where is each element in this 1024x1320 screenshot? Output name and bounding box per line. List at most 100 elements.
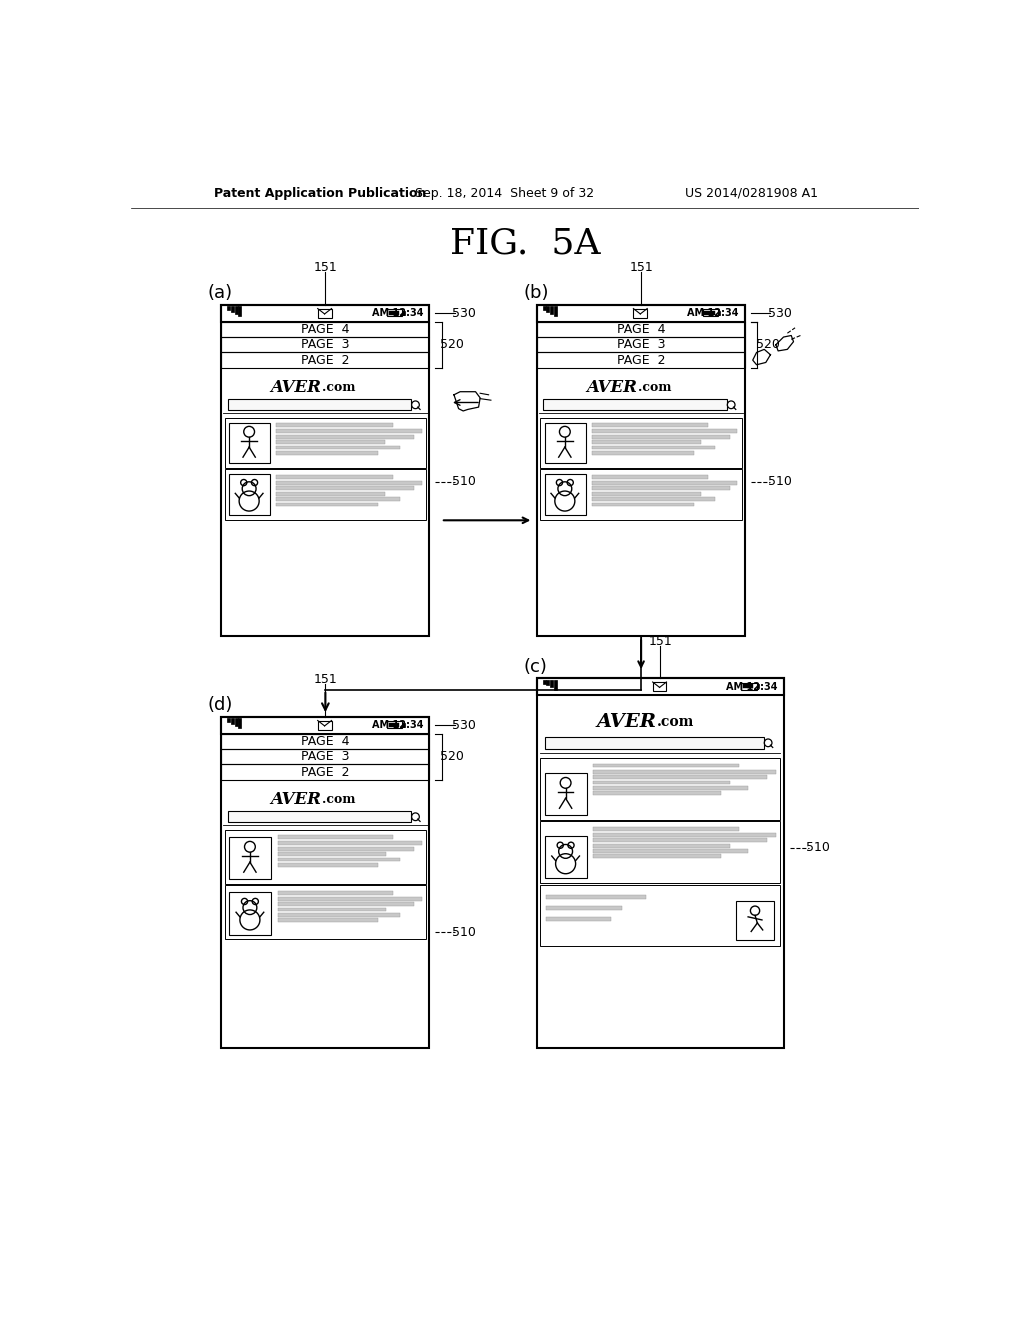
Bar xyxy=(593,849,749,853)
Bar xyxy=(276,451,378,455)
Bar xyxy=(221,352,429,368)
Bar xyxy=(592,446,716,449)
Bar xyxy=(276,503,378,507)
Bar xyxy=(547,895,646,899)
Bar xyxy=(742,684,754,688)
Bar xyxy=(545,737,764,748)
Bar xyxy=(221,322,429,337)
Text: 151: 151 xyxy=(313,673,337,686)
Text: 510: 510 xyxy=(806,841,830,854)
Bar xyxy=(278,896,422,900)
Bar xyxy=(547,906,623,909)
Bar xyxy=(229,837,271,879)
Text: PAGE  4: PAGE 4 xyxy=(301,323,349,335)
Bar xyxy=(278,903,415,906)
Bar xyxy=(538,305,745,636)
Bar xyxy=(239,718,242,729)
Bar xyxy=(547,306,550,312)
Bar xyxy=(229,474,270,515)
Bar xyxy=(592,429,737,433)
Text: AVER: AVER xyxy=(270,791,322,808)
Text: 510: 510 xyxy=(452,925,476,939)
Text: (d): (d) xyxy=(208,696,232,714)
Bar xyxy=(227,812,411,822)
Bar xyxy=(593,838,767,842)
Bar xyxy=(538,305,745,322)
Bar xyxy=(538,337,745,352)
Text: PAGE  2: PAGE 2 xyxy=(616,354,666,367)
Bar xyxy=(593,775,767,779)
Bar xyxy=(544,400,727,411)
Bar xyxy=(402,312,404,314)
Bar xyxy=(230,306,233,312)
Text: 510: 510 xyxy=(452,475,476,488)
Text: 151: 151 xyxy=(313,261,337,275)
Text: (c): (c) xyxy=(523,657,547,676)
Text: 530: 530 xyxy=(452,718,476,731)
Text: AM 12:34: AM 12:34 xyxy=(726,681,777,692)
Bar xyxy=(276,441,385,444)
Bar xyxy=(224,830,426,884)
Bar xyxy=(705,312,715,314)
Bar xyxy=(541,821,780,883)
Bar xyxy=(593,826,739,830)
Text: FIG.  5A: FIG. 5A xyxy=(450,226,600,260)
Bar xyxy=(592,441,701,444)
Bar xyxy=(541,884,780,946)
Bar xyxy=(234,306,238,314)
Bar xyxy=(757,684,759,688)
Bar xyxy=(317,309,332,318)
Bar xyxy=(276,434,415,438)
Bar xyxy=(387,309,402,317)
Bar xyxy=(276,429,422,433)
Bar xyxy=(592,451,693,455)
Bar xyxy=(278,841,422,845)
Bar xyxy=(239,306,242,317)
Bar xyxy=(538,352,745,368)
Bar xyxy=(545,474,586,515)
Text: (b): (b) xyxy=(523,284,549,302)
Text: .com: .com xyxy=(323,380,355,393)
Bar xyxy=(545,836,587,878)
Bar xyxy=(278,858,400,862)
Bar xyxy=(593,843,730,847)
Bar xyxy=(634,309,647,318)
Bar xyxy=(593,833,776,837)
Text: PAGE  4: PAGE 4 xyxy=(301,735,349,748)
Bar xyxy=(278,863,379,867)
Bar xyxy=(221,305,429,322)
Bar xyxy=(221,305,429,636)
Text: AM 12:34: AM 12:34 xyxy=(372,721,423,730)
Bar xyxy=(224,886,426,940)
Bar xyxy=(278,847,415,850)
Text: .com: .com xyxy=(323,792,355,805)
Bar xyxy=(550,680,553,688)
Text: 510: 510 xyxy=(768,475,792,488)
Bar xyxy=(550,306,553,314)
Bar xyxy=(593,854,721,858)
Bar xyxy=(541,418,742,469)
Bar xyxy=(554,306,557,317)
Bar xyxy=(718,312,720,314)
Bar xyxy=(276,498,399,502)
Text: 530: 530 xyxy=(768,306,792,319)
Text: 520: 520 xyxy=(440,338,464,351)
Bar xyxy=(592,492,701,496)
Text: 520: 520 xyxy=(756,338,780,351)
Text: AM 12:34: AM 12:34 xyxy=(372,308,423,318)
Bar xyxy=(278,853,386,857)
Bar xyxy=(538,678,783,696)
Bar xyxy=(221,717,429,1048)
Bar xyxy=(545,774,587,816)
Bar xyxy=(593,770,776,774)
Bar xyxy=(276,475,392,479)
Bar xyxy=(221,717,429,734)
Text: PAGE  2: PAGE 2 xyxy=(301,354,349,367)
Bar xyxy=(221,748,429,764)
Bar xyxy=(278,908,386,911)
Bar xyxy=(736,902,774,940)
Bar xyxy=(317,721,332,730)
Bar xyxy=(543,306,546,310)
Bar xyxy=(276,424,392,428)
Bar xyxy=(224,470,426,520)
